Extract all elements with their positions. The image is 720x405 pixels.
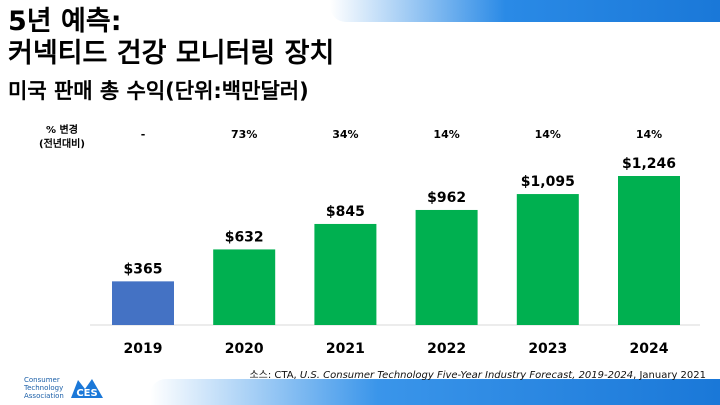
data-label-2020: $632 bbox=[225, 229, 264, 245]
data-label-2019: $365 bbox=[124, 261, 163, 277]
pct-change-2019: - bbox=[140, 128, 146, 141]
source-text-2: , January 2021 bbox=[633, 370, 706, 381]
data-label-2021: $845 bbox=[326, 204, 365, 220]
ces-logo-mark bbox=[71, 379, 103, 398]
pct-change-2020: 73% bbox=[231, 128, 258, 141]
source-text-1: CTA, bbox=[274, 370, 300, 381]
pct-change-2023: 14% bbox=[534, 128, 561, 141]
data-label-2022: $962 bbox=[427, 190, 466, 206]
chart-subtitle: 미국 판매 총 수익(단위:백만달러) bbox=[8, 79, 309, 103]
ces-logo-text: CES bbox=[76, 388, 97, 399]
bar-2022 bbox=[415, 209, 478, 325]
x-tick-label-2023: 2023 bbox=[528, 341, 567, 357]
source-prefix: 소스: bbox=[249, 370, 275, 381]
x-tick-label-2022: 2022 bbox=[427, 341, 466, 357]
cta-logo-line-1: Consumer bbox=[24, 376, 60, 384]
pct-change-label: % 변경 (전년대비) bbox=[22, 124, 102, 152]
bar-2023 bbox=[516, 194, 579, 325]
source-report-title: U.S. Consumer Technology Five-Year Indus… bbox=[299, 370, 634, 381]
x-tick-label-2019: 2019 bbox=[124, 341, 163, 357]
title-line-1: 5년 예측: bbox=[8, 6, 122, 37]
bar-2024 bbox=[618, 176, 680, 325]
bottom-accent-band bbox=[150, 379, 720, 405]
bar-2019 bbox=[112, 281, 174, 325]
pct-change-2021: 34% bbox=[332, 128, 359, 141]
bar-2020 bbox=[213, 249, 276, 325]
pct-change-2024: 14% bbox=[635, 128, 663, 141]
title-line-2: 커넥티드 건강 모니터링 장치 bbox=[8, 38, 335, 69]
x-tick-label-2024: 2024 bbox=[630, 341, 669, 357]
x-tick-label-2021: 2021 bbox=[326, 341, 365, 357]
pct-change-2022: 14% bbox=[433, 128, 460, 141]
pct-change-label-line-1: % 변경 bbox=[46, 125, 78, 136]
page-title: 5년 예측: 커넥티드 건강 모니터링 장치 bbox=[8, 6, 334, 70]
ces-logo-icon: CES bbox=[71, 379, 103, 399]
x-tick-label-2020: 2020 bbox=[225, 341, 264, 357]
cta-logo-line-3: Association bbox=[24, 392, 64, 400]
source-note: 소스: CTA, U.S. Consumer Technology Five-Y… bbox=[249, 366, 706, 381]
cta-logo: Consumer Technology Association bbox=[24, 376, 64, 400]
bar-2021 bbox=[314, 223, 377, 325]
data-label-2023: $1,095 bbox=[521, 174, 575, 190]
data-label-2024: $1,246 bbox=[622, 156, 676, 172]
top-accent-band bbox=[330, 0, 720, 22]
pct-change-label-line-2: (전년대비) bbox=[39, 139, 85, 150]
cta-logo-line-2: Technology bbox=[24, 384, 64, 392]
